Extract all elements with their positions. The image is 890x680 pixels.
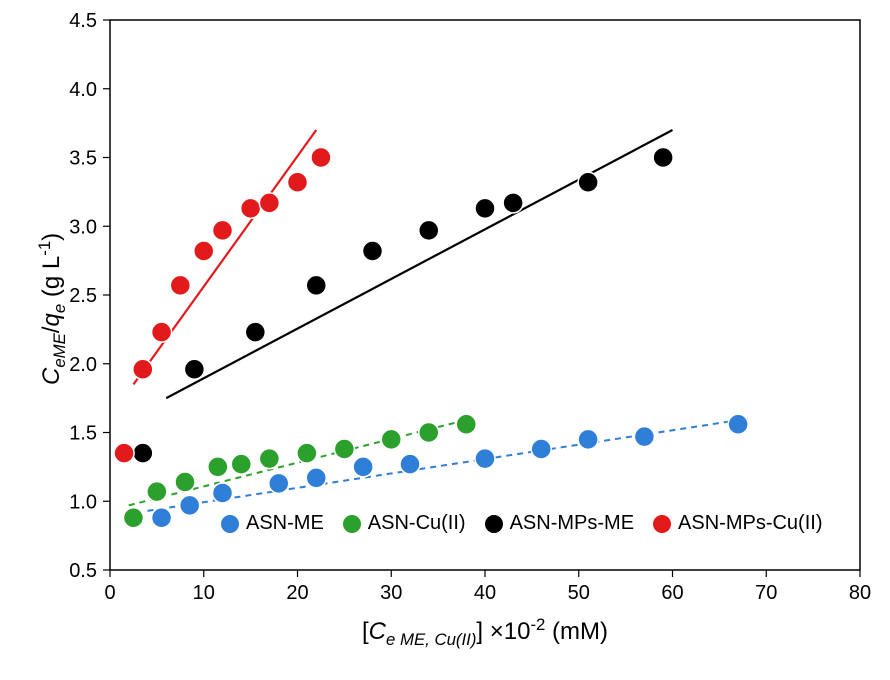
ylab-var1: C: [38, 368, 65, 385]
ylab-suffix: (g L: [38, 256, 65, 304]
marker-asn_mps_cu: [213, 220, 233, 240]
marker-asn_cu: [147, 482, 167, 502]
marker-asn_mps_cu: [114, 443, 134, 463]
ylab-var2: q: [38, 313, 65, 326]
ylab-sup: -1: [35, 241, 54, 256]
legend-label-asn_cu: ASN-Cu(II): [368, 512, 466, 535]
legend-marker-asn_me: [220, 514, 240, 534]
trend-line-asn_mps_me: [166, 130, 672, 398]
legend-item-asn_me: ASN-ME: [220, 512, 324, 535]
ylab-close: ): [38, 233, 65, 241]
legend-item-asn_cu: ASN-Cu(II): [342, 512, 466, 535]
marker-asn_cu: [381, 429, 401, 449]
x-tick-label: 60: [661, 582, 683, 604]
marker-asn_mps_me: [133, 443, 153, 463]
x-tick-label: 70: [755, 582, 777, 604]
x-tick-label: 50: [568, 582, 590, 604]
marker-asn_mps_me: [245, 322, 265, 342]
marker-asn_mps_me: [653, 148, 673, 168]
y-tick-label: 3.5: [69, 148, 97, 170]
ylab-sub1: eME: [50, 333, 69, 368]
marker-asn_mps_cu: [133, 359, 153, 379]
y-tick-label: 1.5: [69, 423, 97, 445]
marker-asn_mps_me: [363, 241, 383, 261]
xlab-sub: e ME, Cu(II): [386, 630, 476, 649]
marker-asn_mps_cu: [288, 172, 308, 192]
legend: ASN-ME ASN-Cu(II) ASN-MPs-ME ASN-MPs-Cu(II): [220, 512, 823, 535]
marker-asn_mps_me: [503, 193, 523, 213]
xlab-mid: ] ×10: [476, 618, 530, 645]
marker-asn_mps_me: [306, 275, 326, 295]
marker-asn_me: [634, 427, 654, 447]
marker-asn_me: [578, 429, 598, 449]
ylab-mid: /: [38, 326, 65, 333]
marker-asn_me: [269, 473, 289, 493]
y-tick-label: 2.5: [69, 285, 97, 307]
x-tick-label: 20: [286, 582, 308, 604]
legend-label-asn_mps_me: ASN-MPs-ME: [510, 512, 634, 535]
marker-asn_cu: [208, 457, 228, 477]
marker-asn_cu: [419, 423, 439, 443]
trend-line-asn_mps_cu: [133, 130, 316, 384]
marker-asn_cu: [123, 508, 143, 528]
x-tick-label: 40: [474, 582, 496, 604]
marker-asn_me: [531, 439, 551, 459]
marker-asn_cu: [334, 439, 354, 459]
marker-asn_me: [353, 457, 373, 477]
legend-marker-asn_mps_me: [484, 514, 504, 534]
xlab-suffix: (mM): [545, 618, 608, 645]
marker-asn_cu: [297, 443, 317, 463]
legend-label-asn_mps_cu: ASN-MPs-Cu(II): [678, 512, 822, 535]
legend-item-asn_mps_cu: ASN-MPs-Cu(II): [652, 512, 822, 535]
x-tick-label: 0: [104, 582, 115, 604]
legend-item-asn_mps_me: ASN-MPs-ME: [484, 512, 634, 535]
xlab-var: C: [369, 618, 386, 645]
marker-asn_mps_me: [578, 172, 598, 192]
marker-asn_me: [400, 454, 420, 474]
y-tick-label: 4.0: [69, 79, 97, 101]
marker-asn_mps_cu: [152, 322, 172, 342]
marker-asn_mps_cu: [259, 193, 279, 213]
marker-asn_me: [180, 495, 200, 515]
marker-asn_mps_cu: [170, 275, 190, 295]
x-tick-label: 80: [849, 582, 871, 604]
y-tick-label: 3.0: [69, 216, 97, 238]
marker-asn_me: [152, 508, 172, 528]
x-tick-label: 10: [193, 582, 215, 604]
legend-label-asn_me: ASN-ME: [246, 512, 324, 535]
xlab-sup: -2: [530, 615, 545, 634]
y-tick-label: 2.0: [69, 354, 97, 376]
marker-asn_mps_cu: [194, 241, 214, 261]
marker-asn_mps_cu: [311, 148, 331, 168]
y-axis-title: CeME/qe (g L-1): [35, 233, 70, 385]
marker-asn_me: [728, 414, 748, 434]
y-tick-label: 0.5: [69, 560, 97, 582]
xlab-prefix: [: [362, 618, 369, 645]
marker-asn_cu: [456, 414, 476, 434]
marker-asn_me: [213, 483, 233, 503]
marker-asn_mps_me: [419, 220, 439, 240]
plot-svg: 0 10 20 30 40 50 60 70 80 0.5 1.0 1.5 2.0 2.5 3.0 3.5 4.…: [0, 0, 890, 680]
y-tick-label: 1.0: [69, 491, 97, 513]
x-axis-title: [Ce ME, Cu(II)] ×10-2 (mM): [315, 615, 655, 650]
marker-asn_cu: [231, 454, 251, 474]
legend-marker-asn_cu: [342, 514, 362, 534]
marker-asn_mps_me: [475, 198, 495, 218]
marker-asn_cu: [175, 472, 195, 492]
x-tick-label: 30: [380, 582, 402, 604]
marker-asn_mps_me: [184, 359, 204, 379]
marker-asn_cu: [259, 449, 279, 469]
ylab-sub2: e: [50, 304, 69, 313]
marker-asn_mps_cu: [241, 198, 261, 218]
marker-asn_me: [306, 468, 326, 488]
y-tick-label: 4.5: [69, 10, 97, 32]
marker-asn_me: [475, 449, 495, 469]
scatter-chart: 0 10 20 30 40 50 60 70 80 0.5 1.0 1.5 2.0 2.5 3.0 3.5 4.…: [0, 0, 890, 680]
legend-marker-asn_mps_cu: [652, 514, 672, 534]
